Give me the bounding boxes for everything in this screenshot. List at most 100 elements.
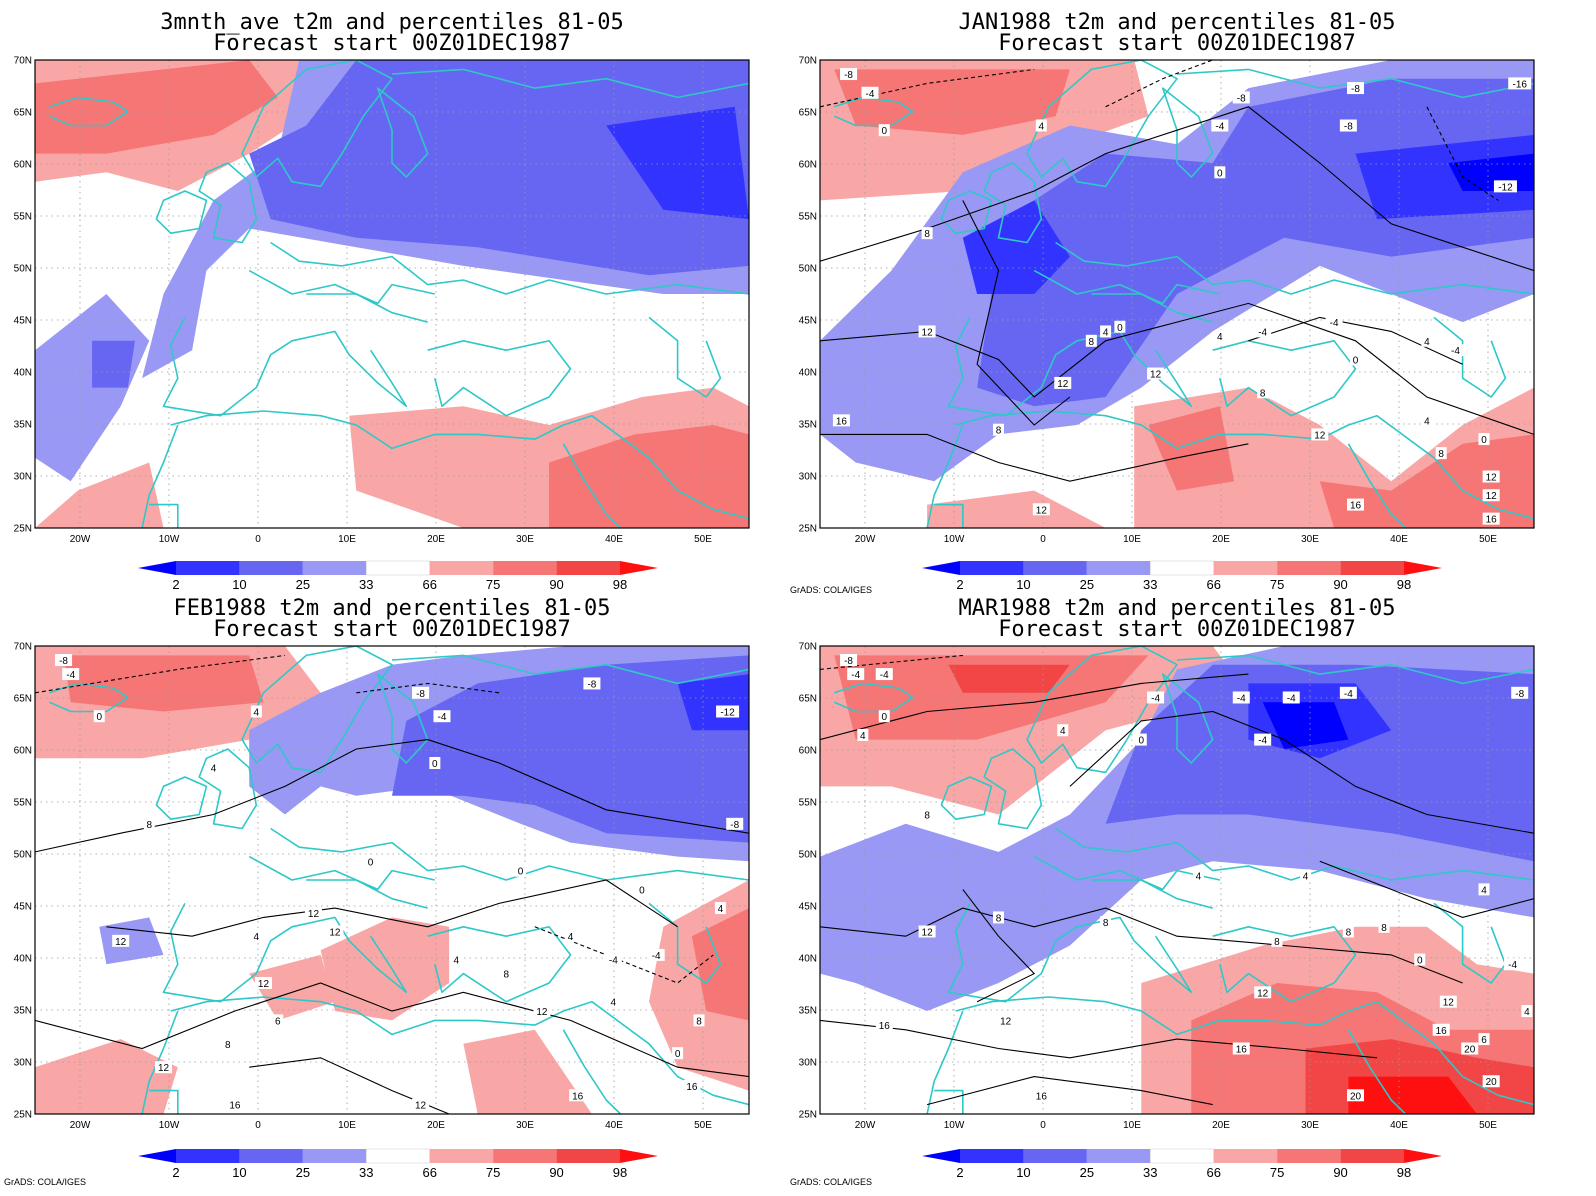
- longitude-label: 10W: [944, 1120, 965, 1131]
- contour-label: 16: [1486, 515, 1498, 526]
- colorbar-segment: [1086, 1149, 1151, 1163]
- longitude-label: 40E: [605, 1120, 623, 1131]
- contour-label: 12: [1443, 998, 1455, 1009]
- percentile-colorbar: 2 10 25 33 66 75 90 98: [922, 560, 1442, 592]
- longitude-label: 20E: [1212, 534, 1230, 545]
- latitude-label: 50N: [14, 264, 32, 275]
- contour-label: -8: [1237, 93, 1246, 104]
- latitude-label: 45N: [799, 316, 817, 327]
- contour-label: -4: [1287, 693, 1296, 704]
- latitude-label: 30N: [799, 1058, 817, 1069]
- contour-label: 4: [1060, 726, 1066, 737]
- longitude-label: 10E: [338, 1120, 356, 1131]
- contour-label: 0: [1481, 435, 1487, 446]
- percentile-shading: [92, 340, 135, 388]
- contour-label: 4: [453, 956, 459, 967]
- longitude-label: 40E: [1390, 534, 1408, 545]
- latitude-label: 65N: [799, 108, 817, 119]
- colorbar-arrow-low: [138, 1149, 176, 1163]
- contour-label: 12: [415, 1101, 427, 1112]
- contour-label: -8: [416, 689, 425, 700]
- contour-label: 4: [1039, 122, 1045, 133]
- contour-label: -8: [844, 656, 853, 667]
- contour-label: 8: [503, 970, 509, 981]
- longitude-label: 30E: [516, 534, 534, 545]
- colorbar-label: 10: [1016, 1165, 1030, 1180]
- colorbar-arrow-low: [922, 561, 960, 575]
- colorbar-label: 25: [1080, 577, 1094, 592]
- contour-label: 20: [1486, 1077, 1498, 1088]
- colorbar-label: 90: [549, 1165, 563, 1180]
- colorbar-segment: [556, 1149, 620, 1163]
- latitude-label: 55N: [799, 798, 817, 809]
- percentile-shading: [249, 954, 335, 1021]
- contour-label: 6: [1481, 1035, 1487, 1046]
- latitude-label: 30N: [799, 472, 817, 483]
- colorbar-segment: [429, 561, 494, 575]
- contour-label: -4: [438, 712, 447, 723]
- map-area: [34, 59, 750, 529]
- latitude-label: 30N: [14, 472, 32, 483]
- latitude-label: 50N: [799, 264, 817, 275]
- latitude-label: 55N: [799, 212, 817, 223]
- colorbar-label: 98: [1397, 1165, 1411, 1180]
- colorbar-segment: [1340, 1149, 1404, 1163]
- contour-label: -8: [587, 679, 596, 690]
- contour-label: 8: [696, 1016, 702, 1027]
- longitude-label: 20W: [70, 1120, 91, 1131]
- grads-credit: GrADS: COLA/IGES: [790, 585, 872, 595]
- contour-label: -8: [730, 820, 739, 831]
- contour-label: -4: [880, 670, 889, 681]
- latitude-label: 40N: [14, 368, 32, 379]
- map-area: -8 -4 0 4 4 -8 -4 0 -8 -12 -8 8 0 0 0 4 -4 12 4 12 12 12 6 8 4 4 -…: [34, 645, 750, 1115]
- longitude-label: 50E: [1479, 1120, 1497, 1131]
- colorbar-label: 98: [1397, 577, 1411, 592]
- coastlines: [48, 60, 749, 528]
- longitude-label: 20E: [1212, 1120, 1230, 1131]
- colorbar-label: 33: [1143, 1165, 1157, 1180]
- graticule: [35, 60, 749, 528]
- longitude-label: 40E: [1390, 1120, 1408, 1131]
- latitude-label: 25N: [799, 524, 817, 535]
- colorbar-label: 75: [486, 577, 500, 592]
- colorbar-segment: [239, 561, 303, 575]
- contour-label: -4: [1344, 689, 1353, 700]
- colorbar-segment: [1086, 561, 1151, 575]
- percentile-shading: [1355, 134, 1534, 220]
- percentile-shading: [606, 106, 749, 220]
- contour-label: 12: [1486, 491, 1498, 502]
- contour-label: 0: [639, 885, 645, 896]
- latitude-label: 35N: [799, 1006, 817, 1017]
- colorbar-label: 25: [1080, 1165, 1094, 1180]
- contour-label: -4: [1151, 693, 1160, 704]
- colorbar-segment: [1213, 561, 1278, 575]
- contour-label: 12: [922, 327, 934, 338]
- contour-label: 4: [568, 932, 574, 943]
- contour-label: 0: [96, 712, 102, 723]
- latitude-label: 60N: [799, 160, 817, 171]
- longitude-label: 50E: [694, 1120, 712, 1131]
- latitude-label: 70N: [14, 642, 32, 653]
- colorbar-label: 25: [296, 1165, 310, 1180]
- latitude-label: 45N: [14, 902, 32, 913]
- longitude-label: 10E: [1123, 534, 1141, 545]
- colorbar-segment: [1150, 560, 1214, 576]
- latitude-label: 45N: [14, 316, 32, 327]
- latitude-label: 55N: [14, 798, 32, 809]
- latitude-label: 55N: [14, 212, 32, 223]
- contour-label: -4: [1258, 736, 1267, 747]
- latitude-label: 35N: [14, 1006, 32, 1017]
- contour-label: 8: [924, 810, 930, 821]
- contour-label: 0: [1353, 356, 1359, 367]
- contour-label: 8: [1274, 937, 1280, 948]
- colorbar-label: 98: [613, 577, 627, 592]
- contour-label: 4: [718, 904, 724, 915]
- contour-label: 16: [1236, 1044, 1248, 1055]
- contour-label: 4: [860, 731, 866, 742]
- map-area: -8 -4 0 4 -4 4 -4 -4 -4 -4 0 -4 -8 8 4 4 12 8 8 8 8 8 0 4 12 12 16…: [819, 645, 1535, 1115]
- panel-title: FEB1988 t2m and percentiles 81-05: [173, 596, 610, 621]
- contour-label: 4: [1303, 871, 1309, 882]
- contour-label: 0: [675, 1049, 681, 1060]
- colorbar-label: 33: [359, 577, 373, 592]
- contour-label: -8: [1344, 122, 1353, 133]
